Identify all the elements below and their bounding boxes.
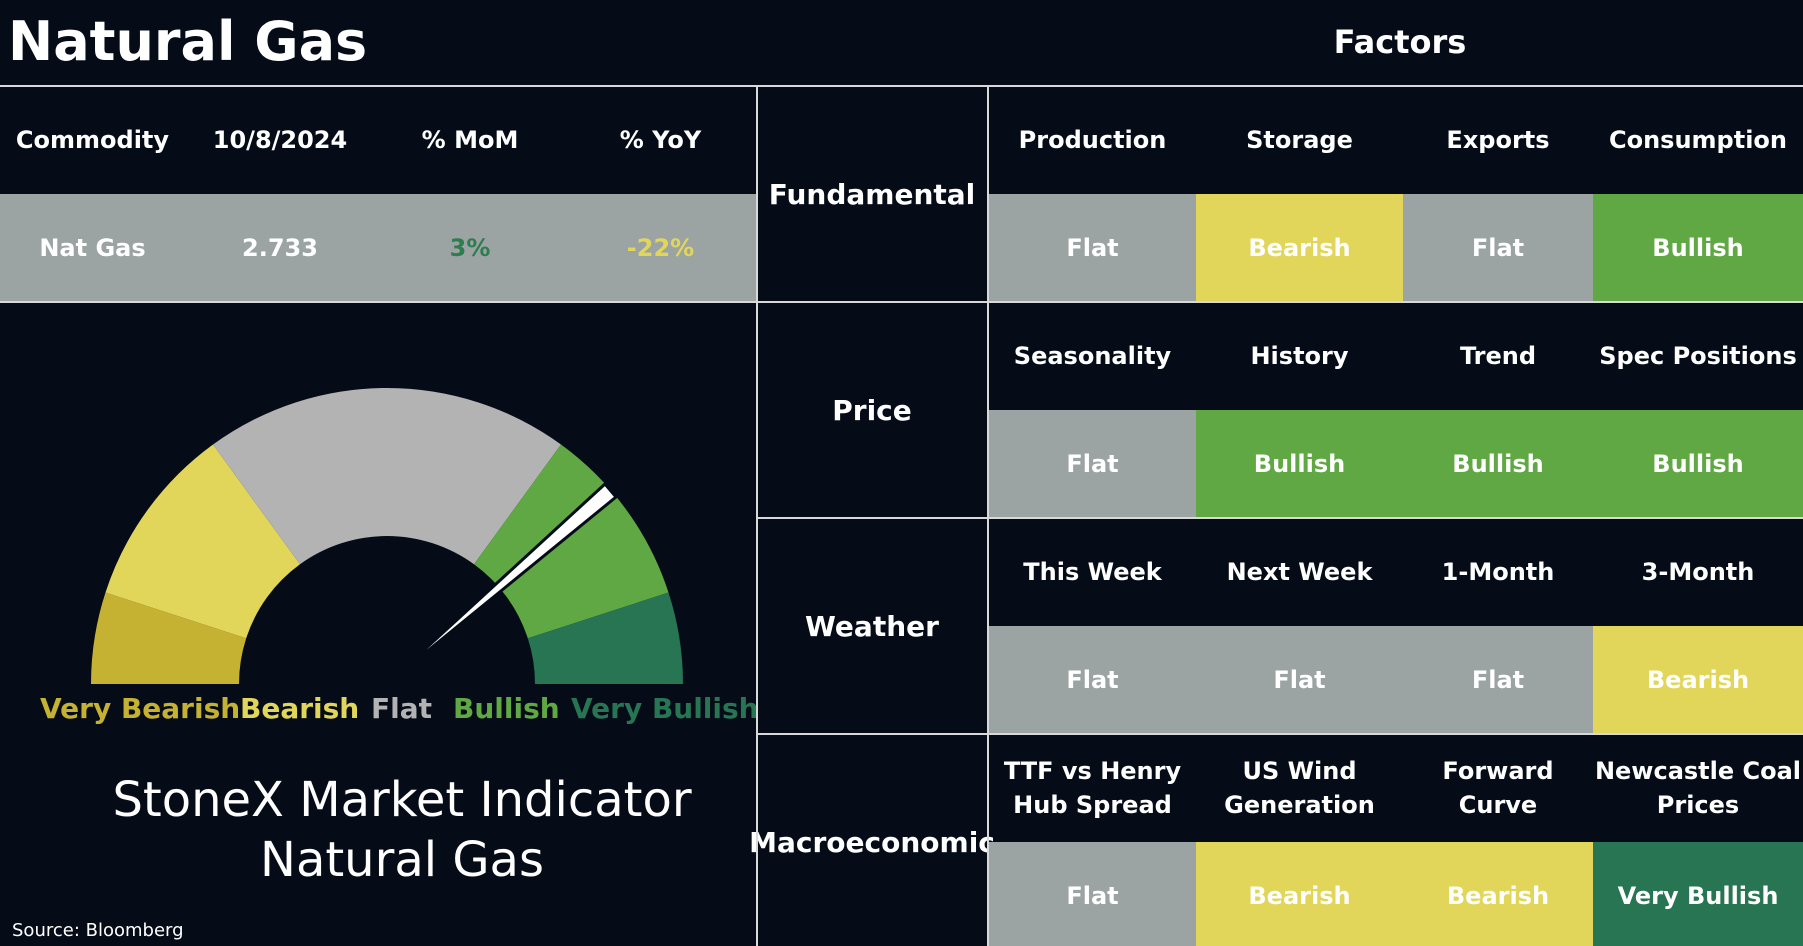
factor-group-weather: Weather This Week Flat Next Week Flat 1-Month… — [757, 518, 1803, 734]
factor-status: Flat — [1403, 194, 1593, 302]
factor-name: US Wind Generation — [1224, 757, 1375, 819]
gauge-label-flat: Flat — [371, 692, 433, 725]
factor-status: Bearish — [1196, 842, 1403, 946]
factor-name: History — [1250, 342, 1349, 370]
gauge-segment-very-bullish — [527, 592, 683, 684]
gauge-segment-very-bearish — [91, 592, 247, 684]
divider-category — [987, 86, 989, 946]
header-date: 10/8/2024 — [212, 126, 348, 154]
factor-name: Newcastle Coal Prices — [1594, 757, 1802, 819]
factor-status: Bearish — [1593, 626, 1803, 734]
gauge-label-very-bullish: Very Bullish — [571, 692, 759, 725]
factor-name: Next Week — [1226, 558, 1373, 586]
factor-status: Flat — [1403, 626, 1593, 734]
page-title: Natural Gas — [8, 10, 368, 73]
factor-status: Flat — [989, 410, 1196, 518]
commodity-row: Nat Gas 2.733 3% -22% — [0, 194, 756, 302]
factor-status: Flat — [989, 194, 1196, 302]
factors-title: Factors — [1333, 23, 1467, 61]
factor-name: Spec Positions — [1599, 342, 1797, 370]
factor-name: Exports — [1446, 126, 1550, 154]
category-label: Weather — [805, 609, 939, 643]
factor-name: TTF vs Henry Hub Spread — [1003, 757, 1182, 819]
factor-name: 1-Month — [1441, 558, 1555, 586]
header-yoy: % YoY — [619, 126, 702, 154]
divider-row3 — [757, 733, 1803, 735]
factor-name: Production — [1018, 126, 1167, 154]
factors-grid: Fundamental Production Flat Storage Bearish E… — [749, 86, 1803, 946]
factor-status: Bullish — [1593, 410, 1803, 518]
factor-name: Consumption — [1608, 126, 1788, 154]
commodity-table: Commodity 10/8/2024 % MoM % YoY — [0, 86, 756, 302]
commodity-yoy: -22% — [626, 234, 695, 262]
gauge-label-bearish: Bearish — [240, 692, 360, 725]
factor-status: Flat — [989, 842, 1196, 946]
factor-group-fundamental: Fundamental Production Flat Storage Bearish E… — [757, 86, 1803, 302]
factor-status: Bullish — [1403, 410, 1593, 518]
header-commodity: Commodity — [15, 126, 170, 154]
factor-name: 3-Month — [1641, 558, 1755, 586]
category-label: Macroeconomic — [749, 825, 995, 859]
market-indicator-gauge — [91, 387, 683, 686]
factor-name: Forward Curve — [1442, 757, 1554, 819]
indicator-title-line2: Natural Gas — [260, 832, 544, 888]
commodity-name: Nat Gas — [39, 234, 146, 262]
gauge-segment-flat — [213, 387, 561, 565]
indicator-title: StoneX Market Indicator Natural Gas — [0, 770, 804, 890]
indicator-title-line1: StoneX Market Indicator — [112, 772, 692, 828]
factor-status: Very Bullish — [1593, 842, 1803, 946]
factor-name: Trend — [1459, 342, 1537, 370]
source-note: Source: Bloomberg — [12, 920, 184, 941]
divider-top — [0, 85, 1803, 87]
divider-row2 — [757, 517, 1803, 519]
factor-name: This Week — [1023, 558, 1162, 586]
category-label: Price — [832, 393, 912, 427]
factor-group-price: Price Seasonality Flat History Bullish Trend B… — [757, 302, 1803, 518]
factor-status: Bearish — [1196, 194, 1403, 302]
header-mom: % MoM — [421, 126, 519, 154]
factor-status: Bullish — [1196, 410, 1403, 518]
factor-status: Bearish — [1403, 842, 1593, 946]
gauge-needle — [385, 482, 618, 686]
factor-status: Bullish — [1593, 194, 1803, 302]
commodity-mom: 3% — [449, 234, 491, 262]
factor-name: Seasonality — [1013, 342, 1172, 370]
gauge-label-bullish: Bullish — [453, 692, 560, 725]
gauge-segment-bearish — [105, 444, 300, 639]
factor-status: Flat — [1196, 626, 1403, 734]
factor-name: Storage — [1246, 126, 1353, 154]
commodity-price: 2.733 — [242, 234, 318, 262]
gauge-segment-bullish — [474, 444, 669, 639]
gauge-label-very-bearish: Very Bearish — [40, 692, 241, 725]
divider-left — [756, 86, 758, 946]
divider-row1 — [0, 301, 1803, 303]
category-label: Fundamental — [768, 177, 976, 211]
factor-status: Flat — [989, 626, 1196, 734]
factor-group-macroeconomic: Macroeconomic TTF vs Henry Hub Spread Flat… — [749, 734, 1803, 946]
